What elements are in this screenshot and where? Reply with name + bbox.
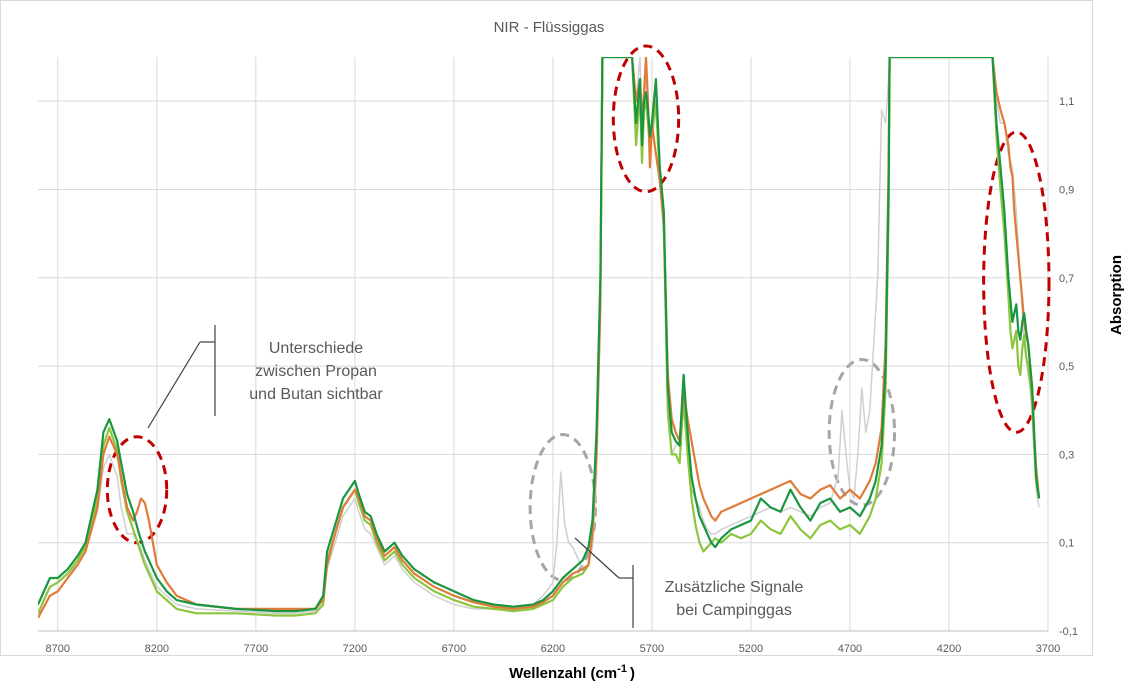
x-axis-title: Wellenzahl (cm-1) — [509, 663, 635, 682]
y-tick-label: 0,9 — [1059, 184, 1074, 196]
series-line — [38, 57, 1040, 615]
y-tick-label: 0,5 — [1059, 361, 1074, 373]
annotation-text-line: bei Campinggas — [676, 602, 792, 619]
y-tick-labels: -0,1 0,1 0,3 0,5 0,7 0,9 1,1 — [1059, 96, 1078, 638]
highlight-ellipse — [611, 44, 681, 194]
chart-border — [0, 0, 1093, 656]
series-lines — [38, 57, 1041, 619]
x-axis-title-sup: -1 — [617, 663, 627, 675]
x-tick-label: 7700 — [244, 643, 268, 655]
series-line — [38, 57, 1041, 613]
x-axis-title-text: Wellenzahl (cm — [509, 665, 617, 682]
x-tick-label: 6200 — [541, 643, 565, 655]
annotation-leader — [574, 537, 620, 579]
annotation-text-line: Unterschiede — [269, 340, 363, 357]
x-tick-label: 5200 — [739, 643, 763, 655]
annotation-campinggas: Zusätzliche Signale bei Campinggas — [574, 537, 804, 628]
y-tick-label: 0,3 — [1059, 449, 1074, 461]
x-tick-labels: 8700 8200 7700 7200 6700 6200 5700 5200 4700 4200… — [46, 643, 1061, 655]
annotation-text-line: Zusätzliche Signale — [665, 579, 804, 596]
x-tick-label: 6700 — [442, 643, 466, 655]
highlight-ellipse — [982, 130, 1051, 434]
x-axis-title-close: ) — [630, 665, 635, 682]
x-tick-label: 7200 — [343, 643, 367, 655]
annotation-text-line: zwischen Propan — [255, 363, 377, 380]
annotation-leader — [147, 341, 201, 429]
x-tick-label: 8700 — [46, 643, 70, 655]
x-tick-label: 4700 — [838, 643, 862, 655]
y-tick-label: -0,1 — [1059, 626, 1078, 638]
annotation-text-line: und Butan sichtbar — [249, 386, 383, 403]
y-axis-title: Absorption — [1108, 255, 1125, 335]
x-tick-label: 4200 — [937, 643, 961, 655]
chart-title: NIR - Flüssiggas — [494, 19, 605, 36]
y-tick-label: 0,1 — [1059, 538, 1074, 550]
y-tick-label: 1,1 — [1059, 96, 1074, 108]
y-tick-label: 0,7 — [1059, 273, 1074, 285]
x-tick-label: 3700 — [1036, 643, 1060, 655]
annotation-propan-butan: Unterschiede zwischen Propan und Butan s… — [147, 325, 383, 429]
highlight-ellipse — [827, 357, 897, 507]
highlight-ellipses — [105, 44, 1051, 582]
x-tick-label: 8200 — [145, 643, 169, 655]
x-tick-label: 5700 — [640, 643, 664, 655]
